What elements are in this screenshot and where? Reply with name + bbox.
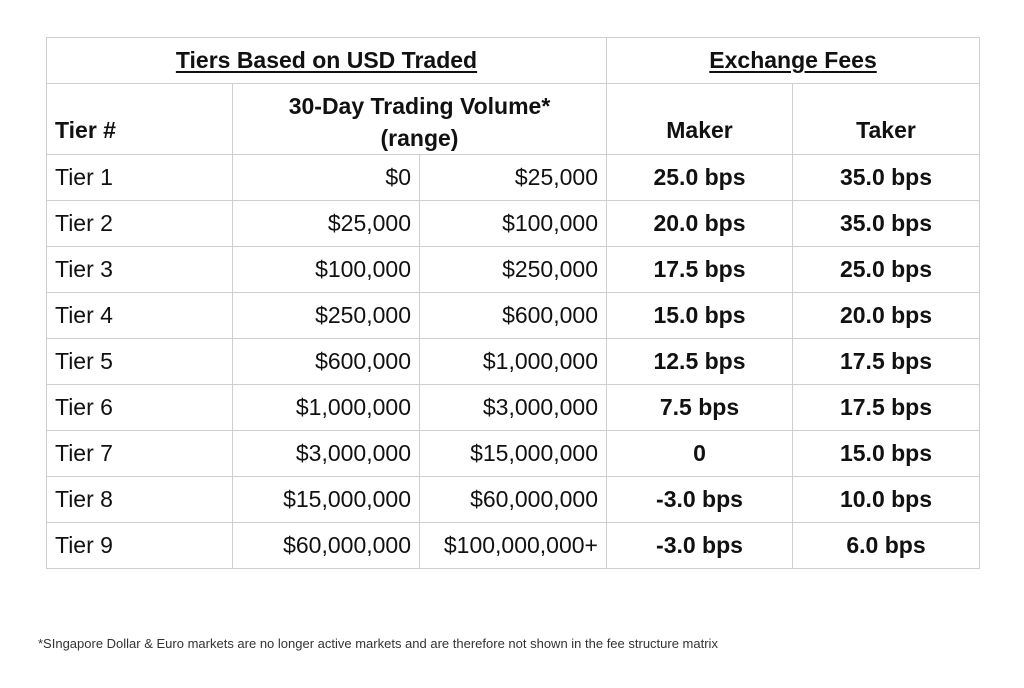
volume-max-cell: $600,000 <box>419 292 607 339</box>
tier-cell: Tier 9 <box>46 522 233 569</box>
tier-cell: Tier 8 <box>46 476 233 523</box>
table-row: Tier 3 $100,000 $250,000 17.5 bps 25.0 bps <box>46 246 980 293</box>
fee-rows: Tier 1 $0 $25,000 25.0 bps 35.0 bps Tier 2 $25… <box>46 154 980 569</box>
maker-fee-cell: -3.0 bps <box>606 522 793 569</box>
volume-min-cell: $0 <box>232 154 420 201</box>
volume-max-cell: $1,000,000 <box>419 338 607 385</box>
volume-max-cell: $60,000,000 <box>419 476 607 523</box>
volume-max-cell: $250,000 <box>419 246 607 293</box>
taker-fee-cell: 10.0 bps <box>792 476 980 523</box>
volume-min-cell: $3,000,000 <box>232 430 420 477</box>
table-row: Tier 5 $600,000 $1,000,000 12.5 bps 17.5 bps <box>46 338 980 385</box>
tier-cell: Tier 4 <box>46 292 233 339</box>
volume-min-cell: $250,000 <box>232 292 420 339</box>
taker-fee-cell: 20.0 bps <box>792 292 980 339</box>
volume-min-cell: $1,000,000 <box>232 384 420 431</box>
tier-cell: Tier 5 <box>46 338 233 385</box>
tier-cell: Tier 3 <box>46 246 233 293</box>
volume-min-cell: $25,000 <box>232 200 420 247</box>
tiers-group-header: Tiers Based on USD Traded <box>175 47 478 73</box>
tier-cell: Tier 7 <box>46 430 233 477</box>
maker-fee-cell: 20.0 bps <box>606 200 793 247</box>
volume-column-header: 30-Day Trading Volume* (range) <box>232 83 607 155</box>
volume-max-cell: $3,000,000 <box>419 384 607 431</box>
table-row: Tier 8 $15,000,000 $60,000,000 -3.0 bps 10.0… <box>46 476 980 523</box>
footnote: *SIngapore Dollar & Euro markets are no … <box>38 636 718 651</box>
taker-fee-cell: 17.5 bps <box>792 338 980 385</box>
maker-fee-cell: 17.5 bps <box>606 246 793 293</box>
taker-column-header: Taker <box>792 83 980 155</box>
taker-fee-cell: 6.0 bps <box>792 522 980 569</box>
taker-fee-cell: 25.0 bps <box>792 246 980 293</box>
fees-group-header: Exchange Fees <box>709 47 877 73</box>
table-row: Tier 2 $25,000 $100,000 20.0 bps 35.0 bps <box>46 200 980 247</box>
taker-fee-cell: 17.5 bps <box>792 384 980 431</box>
fee-structure-table: Tiers Based on USD Traded Exchange Fees … <box>46 37 980 569</box>
maker-fee-cell: 0 <box>606 430 793 477</box>
table-row: Tier 6 $1,000,000 $3,000,000 7.5 bps 17.5 bp… <box>46 384 980 431</box>
tier-cell: Tier 2 <box>46 200 233 247</box>
volume-max-cell: $100,000,000+ <box>419 522 607 569</box>
volume-min-cell: $60,000,000 <box>232 522 420 569</box>
volume-min-cell: $15,000,000 <box>232 476 420 523</box>
taker-fee-cell: 35.0 bps <box>792 154 980 201</box>
volume-min-cell: $100,000 <box>232 246 420 293</box>
maker-fee-cell: 12.5 bps <box>606 338 793 385</box>
volume-max-cell: $25,000 <box>419 154 607 201</box>
volume-min-cell: $600,000 <box>232 338 420 385</box>
volume-header-line1: 30-Day Trading Volume* <box>288 93 551 119</box>
table-row: Tier 1 $0 $25,000 25.0 bps 35.0 bps <box>46 154 980 201</box>
tier-cell: Tier 6 <box>46 384 233 431</box>
taker-fee-cell: 15.0 bps <box>792 430 980 477</box>
maker-fee-cell: 25.0 bps <box>606 154 793 201</box>
volume-max-cell: $15,000,000 <box>419 430 607 477</box>
taker-fee-cell: 35.0 bps <box>792 200 980 247</box>
volume-header-line2: (range) <box>380 125 459 151</box>
tier-column-header: Tier # <box>46 83 233 155</box>
group-header-row: Tiers Based on USD Traded Exchange Fees <box>46 37 980 84</box>
maker-fee-cell: -3.0 bps <box>606 476 793 523</box>
column-header-row: Tier # 30-Day Trading Volume* (range) Ma… <box>46 83 980 155</box>
fees-group-header-cell: Exchange Fees <box>606 37 980 84</box>
tiers-group-header-cell: Tiers Based on USD Traded <box>46 37 607 84</box>
volume-max-cell: $100,000 <box>419 200 607 247</box>
maker-fee-cell: 15.0 bps <box>606 292 793 339</box>
tier-cell: Tier 1 <box>46 154 233 201</box>
table-row: Tier 9 $60,000,000 $100,000,000+ -3.0 bps 6.… <box>46 522 980 569</box>
maker-column-header: Maker <box>606 83 793 155</box>
maker-fee-cell: 7.5 bps <box>606 384 793 431</box>
table-row: Tier 7 $3,000,000 $15,000,000 0 15.0 bps <box>46 430 980 477</box>
table-row: Tier 4 $250,000 $600,000 15.0 bps 20.0 bps <box>46 292 980 339</box>
